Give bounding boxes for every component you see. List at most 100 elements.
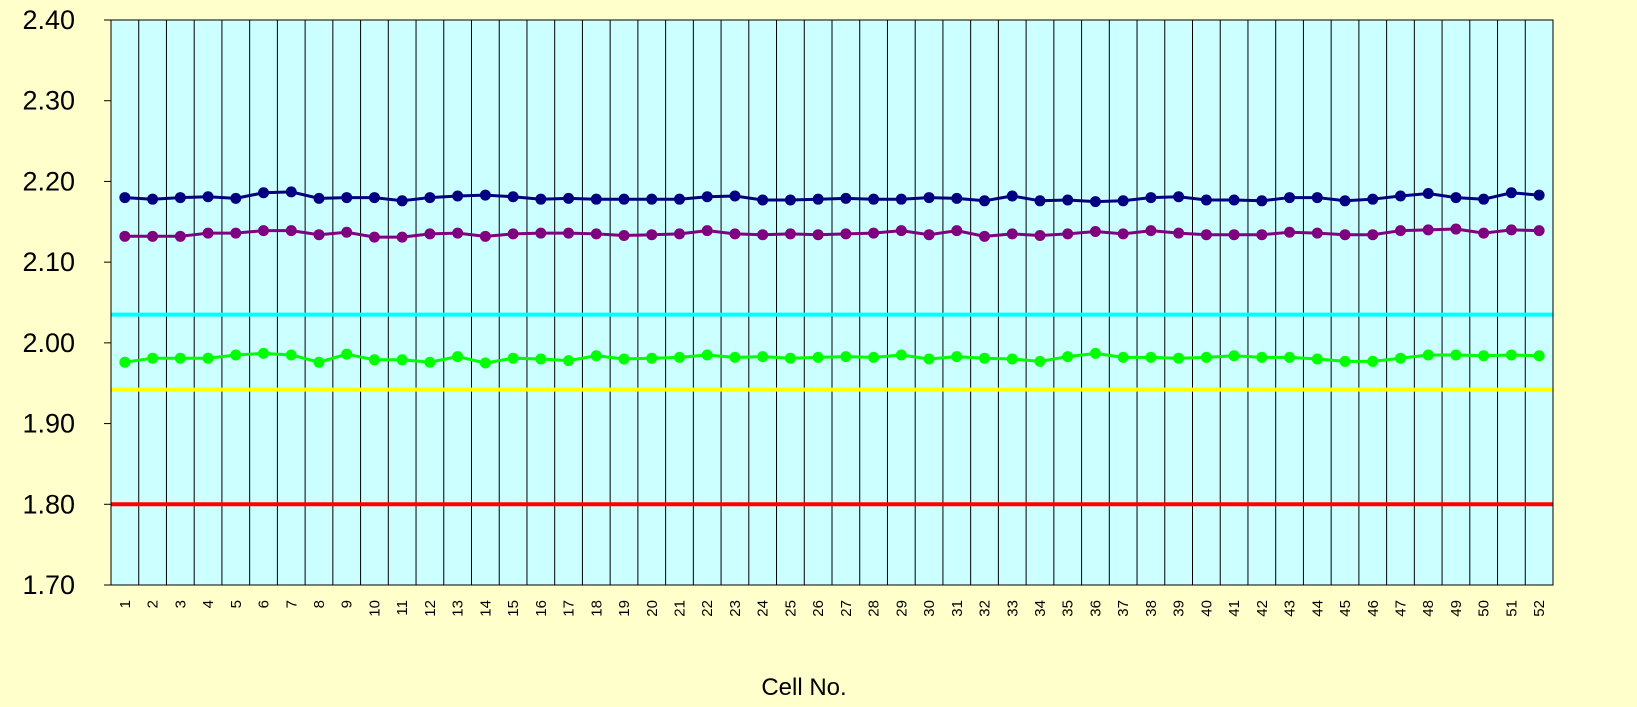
data-point [590, 228, 602, 240]
data-point [479, 230, 491, 242]
data-point [174, 192, 186, 204]
data-point [1173, 227, 1185, 239]
data-point [1034, 230, 1046, 242]
data-point [1256, 351, 1268, 363]
data-point [923, 353, 935, 365]
data-point [979, 352, 991, 364]
data-point [590, 350, 602, 362]
data-point [1228, 229, 1240, 241]
data-point [673, 193, 685, 205]
x-tick-label: 19 [616, 600, 633, 617]
x-tick-label: 20 [644, 600, 661, 617]
data-point [646, 229, 658, 241]
data-point [479, 357, 491, 369]
data-point [784, 194, 796, 206]
data-point [1450, 192, 1462, 204]
data-point [757, 351, 769, 363]
data-point [424, 356, 436, 368]
data-point [1200, 351, 1212, 363]
data-point [757, 229, 769, 241]
data-point [535, 353, 547, 365]
data-point [1062, 351, 1074, 363]
x-axis-ticks: 1 2 3 4 5 6 7 8 9 10 11 12 13 14 15 16 17 18 19 20 21 22 23 24 2… [117, 600, 1548, 617]
data-point [341, 226, 353, 238]
x-tick-label: 34 [1032, 600, 1049, 617]
y-tick-label: 2.30 [22, 86, 75, 116]
data-point [535, 227, 547, 239]
data-point [1256, 229, 1268, 241]
data-point [1117, 195, 1129, 207]
data-point [368, 354, 380, 366]
x-tick-label: 5 [228, 600, 245, 608]
data-point [313, 229, 325, 241]
data-point [507, 228, 519, 240]
data-point [424, 192, 436, 204]
data-point [1450, 223, 1462, 235]
data-point [147, 193, 159, 205]
data-point [285, 186, 297, 198]
data-point [1394, 225, 1406, 237]
data-point [313, 192, 325, 204]
x-tick-label: 13 [450, 600, 467, 617]
data-point [1145, 192, 1157, 204]
x-tick-label: 24 [755, 600, 772, 617]
data-point [1505, 224, 1517, 236]
data-point [1200, 194, 1212, 206]
data-point [1311, 227, 1323, 239]
data-point [563, 227, 575, 239]
data-point [119, 192, 131, 204]
x-tick-label: 21 [671, 600, 688, 617]
x-tick-label: 33 [1004, 600, 1021, 617]
data-point [923, 229, 935, 241]
y-tick-label: 1.90 [22, 409, 75, 439]
data-point [840, 192, 852, 204]
x-tick-label: 42 [1254, 600, 1271, 617]
data-point [230, 192, 242, 204]
data-point [1505, 187, 1517, 199]
x-tick-label: 22 [699, 600, 716, 617]
data-point [1006, 353, 1018, 365]
data-point [618, 193, 630, 205]
data-point [1173, 352, 1185, 364]
y-tick-label: 2.20 [22, 166, 75, 196]
x-tick-label: 37 [1115, 600, 1132, 617]
data-point [1284, 351, 1296, 363]
data-point [979, 195, 991, 207]
data-point [812, 229, 824, 241]
x-tick-label: 7 [283, 600, 300, 608]
data-point [1173, 191, 1185, 203]
data-point [1228, 194, 1240, 206]
data-point [701, 349, 713, 361]
series-line [124, 351, 1540, 365]
x-tick-label: 43 [1282, 600, 1299, 617]
data-point [1006, 228, 1018, 240]
data-point [1394, 190, 1406, 202]
data-point [1339, 355, 1351, 367]
data-point [868, 351, 880, 363]
data-point [840, 351, 852, 363]
data-point [507, 191, 519, 203]
x-tick-label: 25 [782, 600, 799, 617]
data-point [368, 231, 380, 243]
y-tick-label: 1.70 [22, 570, 75, 600]
data-point [951, 192, 963, 204]
y-axis-ticks: 1.70 1.80 1.90 2.00 2.10 2.20 2.30 2.40 [22, 5, 111, 600]
data-point [1505, 349, 1517, 361]
data-point [1089, 347, 1101, 359]
x-tick-label: 10 [366, 600, 383, 617]
data-point [895, 349, 907, 361]
x-tick-label: 35 [1060, 600, 1077, 617]
series-group [111, 186, 1553, 507]
data-point [673, 351, 685, 363]
data-point [202, 191, 214, 203]
data-point [1145, 351, 1157, 363]
y-tick-label: 2.00 [22, 328, 75, 358]
data-point [701, 191, 713, 203]
x-tick-label: 9 [339, 600, 356, 608]
data-point [923, 192, 935, 204]
data-point [1422, 349, 1434, 361]
x-tick-label: 11 [394, 600, 411, 616]
data-point [729, 190, 741, 202]
x-tick-label: 15 [505, 600, 522, 617]
